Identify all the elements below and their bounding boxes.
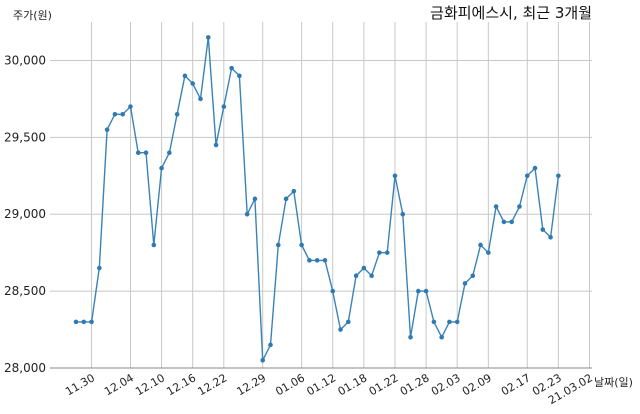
data-point	[198, 96, 203, 102]
data-point	[431, 319, 437, 325]
data-point	[338, 327, 343, 332]
data-point	[221, 104, 227, 109]
x-tick-label: 02.09	[460, 371, 494, 398]
x-tick-label: 02.17	[499, 371, 533, 398]
data-point	[416, 288, 421, 294]
grid	[50, 22, 592, 369]
data-point	[439, 334, 444, 340]
data-point	[556, 173, 561, 179]
x-tick-label: 01.06	[273, 371, 307, 398]
data-point	[89, 319, 94, 325]
data-point	[377, 250, 382, 255]
data-point	[190, 81, 195, 86]
x-tick-label: 12.04	[102, 371, 136, 398]
data-point	[330, 288, 336, 294]
data-point	[174, 111, 180, 117]
x-tick-label: 02.03	[429, 371, 463, 398]
data-point	[104, 127, 110, 132]
data-point	[151, 242, 157, 248]
x-tick-label: 01.28	[398, 371, 432, 398]
data-point	[478, 242, 483, 248]
y-tick-label: 30,000	[4, 53, 46, 67]
data-point	[81, 319, 87, 325]
data-point	[299, 242, 304, 248]
data-point	[369, 273, 374, 279]
data-point	[400, 211, 406, 217]
data-point	[229, 65, 234, 71]
data-point	[540, 227, 546, 232]
data-point	[128, 104, 133, 109]
data-point	[501, 219, 507, 225]
data-point	[524, 173, 530, 179]
data-point	[548, 234, 553, 240]
x-tick-label: 01.18	[336, 371, 370, 398]
y-tick-label: 28,000	[4, 361, 46, 375]
data-point	[143, 150, 149, 156]
x-tick-label: 12.22	[196, 371, 230, 398]
x-tick-label: 12.16	[164, 371, 198, 398]
y-axis-ticks: 28,000 28,500 29,000 29,500 30,000	[4, 53, 46, 375]
data-point	[447, 319, 452, 325]
data-point	[314, 258, 320, 263]
data-point	[361, 265, 367, 271]
data-point	[159, 165, 164, 171]
data-point	[244, 211, 250, 217]
data-point	[275, 242, 281, 248]
data-point	[260, 358, 266, 363]
data-point	[454, 319, 460, 325]
data-point	[120, 111, 125, 117]
data-point	[182, 73, 188, 79]
data-point	[346, 319, 351, 325]
data-point	[423, 288, 429, 294]
y-tick-label: 29,000	[4, 207, 46, 221]
price-series-line	[76, 37, 560, 363]
x-axis-label: 날짜(일)	[594, 375, 633, 389]
x-tick-label: 12.10	[133, 371, 167, 398]
data-point	[213, 142, 219, 148]
data-point	[353, 273, 359, 279]
x-tick-label: 11.30	[63, 371, 97, 398]
data-point	[517, 204, 522, 209]
data-point	[268, 342, 273, 348]
y-axis-label: 주가(원)	[13, 9, 52, 22]
data-point	[73, 319, 79, 325]
data-point	[470, 273, 476, 279]
x-tick-label: 01.22	[367, 371, 401, 398]
data-point	[392, 173, 398, 179]
data-point	[384, 250, 390, 255]
y-tick-label: 29,500	[4, 130, 46, 144]
data-point	[509, 219, 514, 225]
data-point	[205, 35, 211, 40]
data-point	[291, 188, 297, 194]
price-series-points	[73, 35, 561, 363]
data-point	[486, 250, 491, 255]
data-point	[408, 334, 413, 340]
chart-title: 금화피에스시, 최근 3개월	[430, 4, 592, 22]
data-point	[307, 258, 312, 263]
x-tick-label: 12.29	[234, 371, 268, 398]
data-point	[462, 281, 468, 286]
data-point	[112, 111, 118, 117]
data-point	[322, 258, 328, 263]
data-point	[283, 196, 289, 202]
data-point	[532, 165, 538, 171]
y-tick-label: 28,500	[4, 284, 46, 298]
x-tick-label: 01.12	[304, 371, 338, 398]
data-point	[167, 150, 172, 156]
data-point	[252, 196, 258, 202]
data-point	[135, 150, 141, 156]
data-point	[97, 265, 102, 271]
data-point	[493, 204, 499, 209]
data-point	[237, 73, 242, 79]
